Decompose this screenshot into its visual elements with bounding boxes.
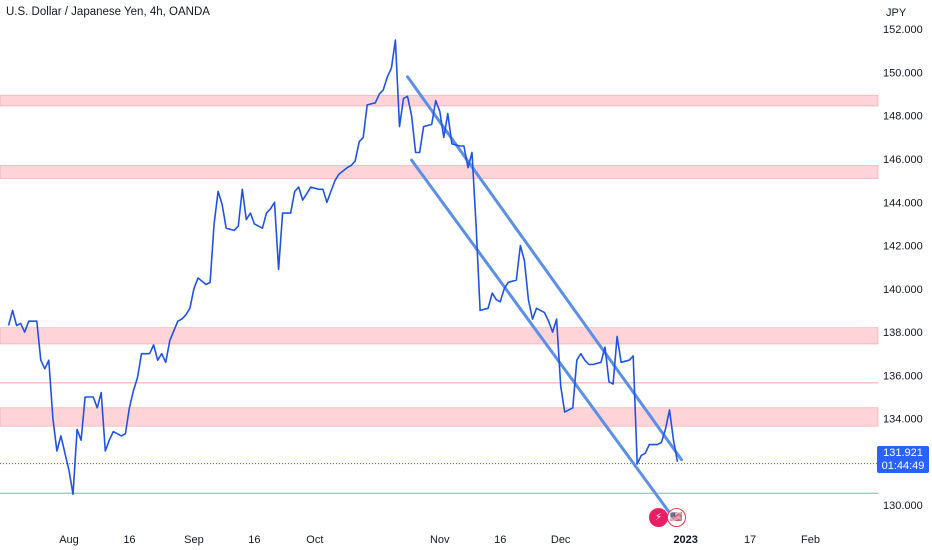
x-tick-label: 2023 xyxy=(673,534,697,546)
lightning-icon[interactable]: ⚡ xyxy=(649,508,668,527)
y-tick-label: 148.000 xyxy=(883,111,923,123)
last-price-tag: 131.921 01:44:49 xyxy=(877,446,929,473)
y-tick-label: 150.000 xyxy=(883,67,923,79)
x-tick-label: Oct xyxy=(306,534,323,546)
bar-countdown: 01:44:49 xyxy=(881,460,925,472)
zones-layer xyxy=(0,94,879,427)
x-tick-label: Sep xyxy=(184,534,204,546)
sr-zone-1 xyxy=(0,94,879,107)
x-tick-label: 16 xyxy=(123,534,135,546)
y-tick-label: 152.000 xyxy=(883,24,923,36)
x-tick-label: 16 xyxy=(248,534,260,546)
x-tick-label: Aug xyxy=(59,534,79,546)
y-axis[interactable]: 130.000132.000134.000136.000138.000140.0… xyxy=(883,24,923,512)
y-tick-label: 144.000 xyxy=(883,197,923,209)
channel-line-1[interactable] xyxy=(406,75,684,462)
x-tick-label: 16 xyxy=(494,534,506,546)
last-price-value: 131.921 xyxy=(883,447,923,459)
y-tick-label: 142.000 xyxy=(883,241,923,253)
x-axis[interactable]: Aug 16 Sep 16 Oct Nov 16 Dec 2023 17 Feb xyxy=(59,534,820,546)
sr-zone-3 xyxy=(0,327,879,345)
chart-title: U.S. Dollar / Japanese Yen, 4h, OANDA xyxy=(6,6,210,18)
y-tick-label: 134.000 xyxy=(883,414,923,426)
channel-line-2[interactable] xyxy=(410,158,675,520)
us-flag-icon[interactable]: 🇺🇸 xyxy=(667,508,686,527)
horizontal-lines-layer xyxy=(0,382,878,494)
x-tick-label: Nov xyxy=(430,534,450,546)
y-tick-label: 138.000 xyxy=(883,327,923,339)
y-tick-label: 146.000 xyxy=(883,154,923,166)
y-tick-label: 130.000 xyxy=(883,500,923,512)
sr-zone-4 xyxy=(0,407,879,427)
x-tick-label: Dec xyxy=(551,534,571,546)
x-tick-label: 17 xyxy=(744,534,756,546)
price-line xyxy=(7,39,679,496)
y-tick-label: 136.000 xyxy=(883,370,923,382)
sr-zone-2 xyxy=(0,165,879,179)
x-tick-label: Feb xyxy=(801,534,820,546)
y-tick-label: 140.000 xyxy=(883,284,923,296)
currency-label: JPY xyxy=(886,7,907,19)
channel-lines-layer xyxy=(406,75,684,520)
